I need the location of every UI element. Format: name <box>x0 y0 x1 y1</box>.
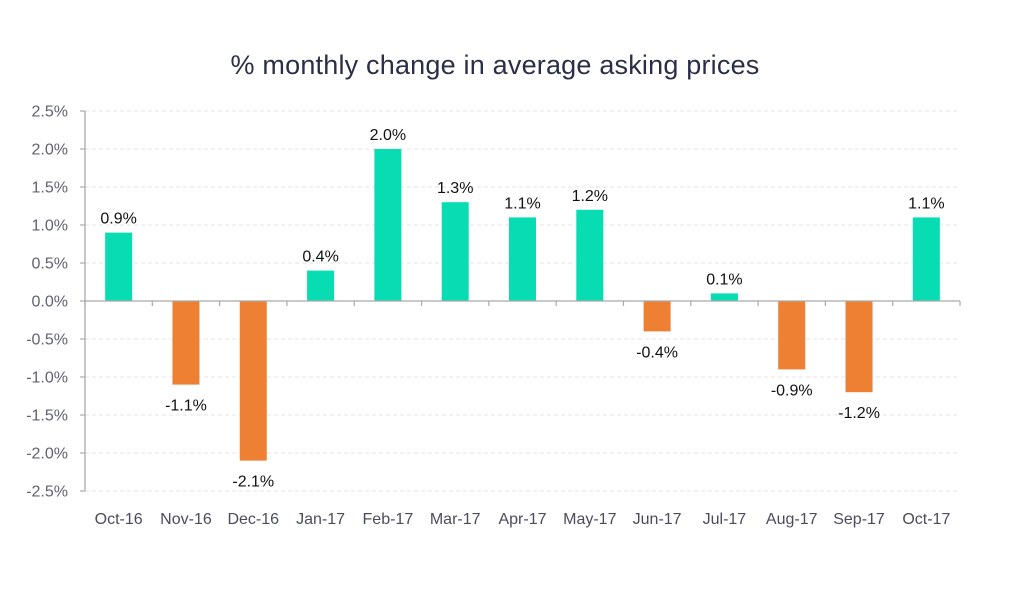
bar <box>710 293 738 301</box>
chart-title: % monthly change in average asking price… <box>230 50 760 80</box>
data-label: -0.9% <box>771 382 813 399</box>
x-tick-label: Oct-16 <box>95 511 143 528</box>
data-label: -0.4% <box>636 344 678 361</box>
y-tick-label: 2.0% <box>32 142 68 159</box>
bar <box>239 301 267 461</box>
bar <box>441 202 469 301</box>
data-label: 1.2% <box>572 188 608 205</box>
y-tick-label: -2.0% <box>26 446 68 463</box>
bars <box>105 149 940 461</box>
x-tick-labels: Oct-16 Nov-16 Dec-16 Jan-17 Feb-17 Mar-17 Apr-… <box>95 511 951 528</box>
data-label: 1.1% <box>504 195 540 212</box>
x-tick-label: Jul-17 <box>703 511 747 528</box>
data-label: -2.1% <box>232 474 274 491</box>
x-tick-label: Jun-17 <box>633 511 682 528</box>
y-tick-label: 0.0% <box>32 294 68 311</box>
bar <box>845 301 873 393</box>
x-tick-label: Aug-17 <box>766 511 818 528</box>
bar <box>576 209 604 301</box>
y-tick-label: 1.0% <box>32 218 68 235</box>
y-tick-label: 1.5% <box>32 180 68 197</box>
bar <box>307 270 335 301</box>
y-tick-label: -1.0% <box>26 370 68 387</box>
x-tick-label: Mar-17 <box>430 511 481 528</box>
x-tick-label: Sep-17 <box>833 511 885 528</box>
data-label: 0.4% <box>302 249 338 266</box>
data-labels: 0.9% -1.1% -2.1% 0.4% 2.0% 1.3% 1.1% 1.2% -0.4% 0… <box>100 127 944 491</box>
y-tick-labels: 2.5% 2.0% 1.5% 1.0% 0.5% 0.0% -0.5% -1.0% -1.5% -… <box>26 104 68 501</box>
y-tick-label: -2.5% <box>26 484 68 501</box>
data-label: 0.1% <box>706 271 742 288</box>
bar <box>912 217 940 301</box>
data-label: 1.3% <box>437 180 473 197</box>
bar <box>643 301 671 332</box>
bar <box>374 149 402 301</box>
bar <box>172 301 200 385</box>
y-tick-label: 0.5% <box>32 256 68 273</box>
x-tick-label: Feb-17 <box>363 511 414 528</box>
x-tick-label: May-17 <box>563 511 616 528</box>
data-label: 0.9% <box>100 211 136 228</box>
bar <box>778 301 806 370</box>
bar <box>105 232 133 301</box>
data-label: 1.1% <box>908 195 944 212</box>
bar <box>509 217 536 301</box>
data-label: 2.0% <box>370 127 406 144</box>
data-label: -1.1% <box>165 398 207 415</box>
y-tick-label: 2.5% <box>32 104 68 121</box>
x-tick-label: Jan-17 <box>296 511 345 528</box>
x-tick-label: Oct-17 <box>902 511 950 528</box>
y-tick-label: -0.5% <box>26 332 68 349</box>
y-tick-label: -1.5% <box>26 408 68 425</box>
axes <box>80 110 961 492</box>
x-tick-label: Dec-16 <box>227 511 279 528</box>
x-tick-label: Nov-16 <box>160 511 212 528</box>
x-tick-label: Apr-17 <box>498 511 546 528</box>
data-label: -1.2% <box>838 405 880 422</box>
